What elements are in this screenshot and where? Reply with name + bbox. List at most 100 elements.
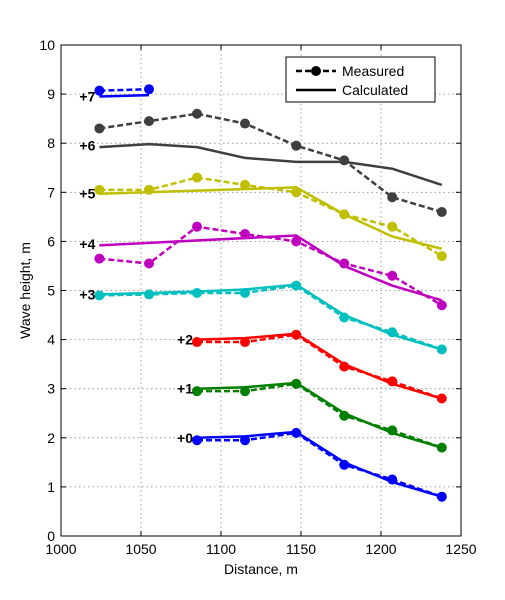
measured-line [197,382,443,449]
y-tick-label: 3 [47,381,55,397]
legend-entry-calculated: Calculated [342,82,408,98]
measured-point [144,184,154,195]
measured-point [240,287,250,298]
series-plus-5 [94,172,447,262]
series-plus-0 [192,427,447,502]
measured-point [94,253,105,264]
measured-point [192,386,202,397]
calculated-line [196,430,443,498]
x-tick-label: 1150 [286,541,316,557]
measured-point [387,270,398,281]
legend-box [285,56,436,103]
measured-point [436,344,447,355]
measured-line [99,225,443,307]
measured-point [436,206,447,217]
y-tick-label: 9 [47,86,55,102]
y-tick-label: 2 [47,430,55,446]
measured-point [291,140,302,151]
measured-point [436,442,447,453]
measured-point [192,221,202,232]
calculated-line [99,93,150,98]
offset-label: +3 [79,286,95,302]
measured-point [240,435,250,446]
measured-point [339,410,350,421]
x-tick-label: 1250 [445,541,476,557]
measured-point [387,376,398,387]
measured-point [291,427,302,438]
measured-point [144,84,154,95]
measured-point [144,116,154,127]
measured-point [291,236,302,247]
measured-line [197,431,443,498]
measured-point [94,184,105,195]
series-layer [94,84,447,502]
measured-point [94,123,105,134]
measured-line [197,333,443,400]
measured-point [339,361,350,372]
measured-point [240,118,250,129]
x-tick-label: 1000 [45,541,76,557]
offset-label: +7 [79,89,95,105]
y-tick-label: 6 [47,233,55,249]
measured-line [99,112,443,214]
x-tick-label: 1050 [125,541,156,557]
measured-line [99,176,443,258]
y-tick-label: 7 [47,184,55,200]
y-axis-title: Wave height, m [17,242,33,339]
y-tick-label: 0 [47,528,55,544]
measured-point [436,491,447,502]
legend: Measured Calculated [285,56,436,103]
measured-point [291,187,302,198]
measured-point [436,393,447,404]
calculated-line [196,381,443,449]
offset-label: +0 [177,430,193,446]
series-plus-7 [94,84,154,98]
measured-point [339,312,350,323]
measured-point [240,386,250,397]
measured-point [387,425,398,436]
measured-point [291,378,302,389]
calculated-line [99,283,443,351]
calculated-line [99,142,443,187]
measured-point [192,435,202,446]
measured-point [291,280,302,291]
measured-point [144,258,154,269]
x-axis-title: Distance, m [224,561,298,577]
measured-point [339,155,350,166]
series-plus-2 [192,329,447,404]
measured-line [99,284,443,351]
x-tick-label: 1200 [365,541,396,557]
legend-entry-measured: Measured [342,63,404,79]
measured-point [192,172,202,183]
axis-ticks: 1000 1050 1100 1150 1200 1250 0 1 2 3 4 5 6 7 8 9 10 [39,37,476,557]
measured-point [387,327,398,338]
x-tick-label: 1100 [206,541,236,557]
y-tick-label: 8 [47,135,55,151]
measured-point [94,290,105,301]
measured-line [99,87,150,92]
series-plus-4 [94,221,447,311]
measured-point [387,221,398,232]
measured-point [436,300,447,311]
measured-point [339,258,350,269]
y-tick-label: 1 [47,479,55,495]
measured-point [240,229,250,240]
offset-label: +4 [79,236,95,252]
measured-point [240,337,250,348]
measured-point [192,108,202,119]
measured-point [192,337,202,348]
measured-point [387,474,398,485]
series-plus-1 [192,378,447,453]
offset-label: +2 [177,332,193,348]
y-tick-label: 10 [39,37,55,53]
series-plus-6 [94,108,447,217]
measured-point [387,192,398,203]
calculated-line [196,332,443,400]
measured-point [192,287,202,298]
plot-area: +0+1+2+3+4+5+6+7 1000 1050 1100 1150 1200 125… [39,37,476,557]
measured-point [144,289,154,300]
offset-label: +6 [79,138,95,154]
legend-measured-marker [311,66,321,76]
y-tick-label: 5 [47,283,55,299]
